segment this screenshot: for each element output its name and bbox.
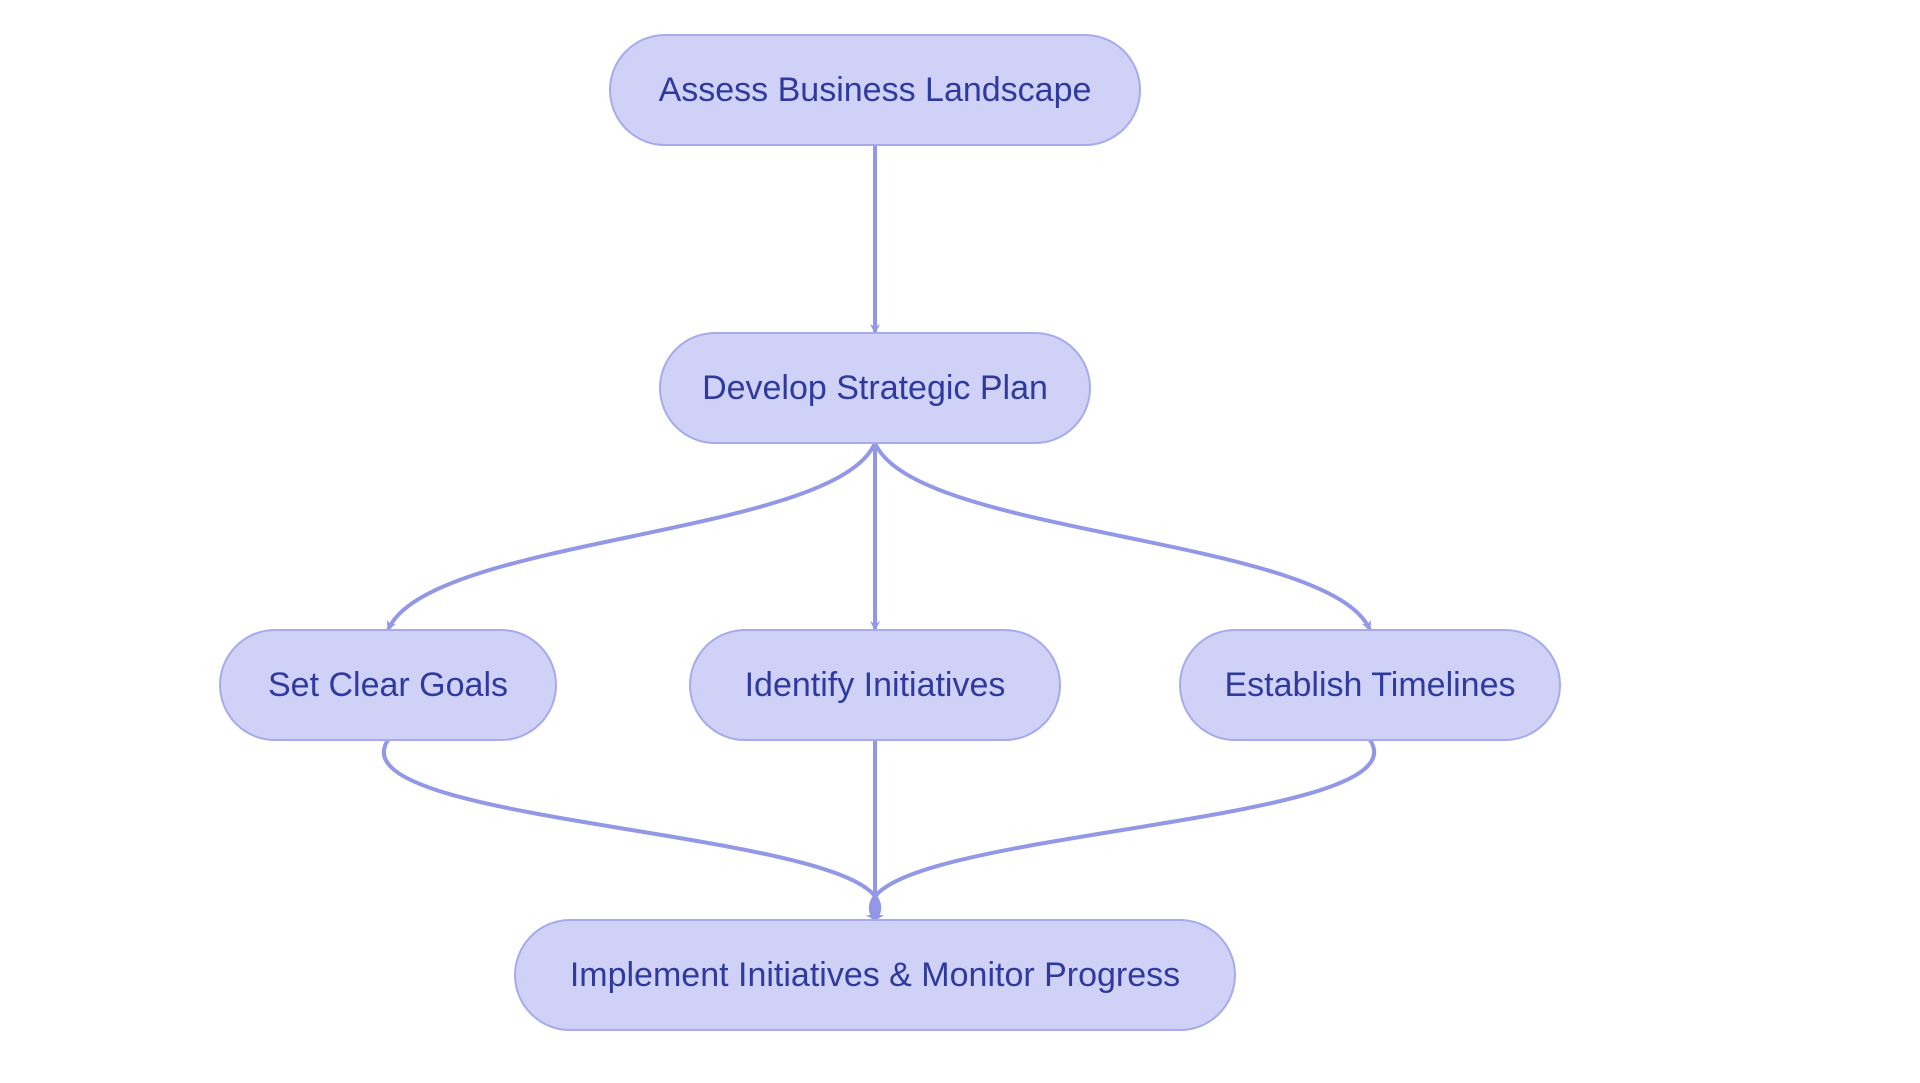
node-label: Identify Initiatives: [745, 666, 1006, 704]
node-n2: Develop Strategic Plan: [660, 333, 1090, 443]
node-label: Set Clear Goals: [268, 666, 508, 704]
edges-layer: [384, 145, 1374, 920]
node-label: Develop Strategic Plan: [702, 369, 1048, 407]
node-n6: Implement Initiatives & Monitor Progress: [515, 920, 1235, 1030]
edge-n2-n5: [875, 443, 1370, 630]
node-label: Assess Business Landscape: [659, 71, 1092, 109]
edge-n3-n6: [384, 740, 879, 920]
node-n1: Assess Business Landscape: [610, 35, 1140, 145]
edge-n5-n6: [871, 740, 1374, 920]
node-n3: Set Clear Goals: [220, 630, 556, 740]
flowchart-canvas: Assess Business Landscape Develop Strateg…: [0, 0, 1920, 1083]
edge-n2-n3: [388, 443, 875, 630]
nodes-layer: Assess Business Landscape Develop Strateg…: [220, 35, 1560, 1030]
node-n4: Identify Initiatives: [690, 630, 1060, 740]
node-label: Establish Timelines: [1224, 666, 1515, 704]
node-n5: Establish Timelines: [1180, 630, 1560, 740]
node-label: Implement Initiatives & Monitor Progress: [570, 956, 1180, 994]
